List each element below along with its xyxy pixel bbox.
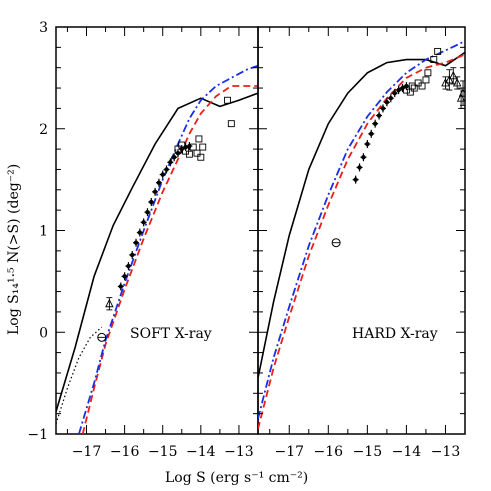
soft-series-4-point-5: [136, 228, 143, 237]
soft-xtick-label-1: −16: [110, 444, 140, 460]
hard-series-0-solid-black-line: [258, 51, 465, 379]
hard-panel-ticks: −17 −16 −15 −14 −13: [258, 26, 466, 460]
hard-series-4-square-0: [402, 86, 410, 94]
x-axis-label: Log S (erg s⁻¹ cm⁻²): [165, 470, 308, 486]
soft-series-5-square-8: [199, 143, 207, 151]
soft-series-4-point-8: [148, 198, 155, 207]
hard-series-3-point-9: [387, 94, 394, 103]
hard-series-4-square-3: [410, 84, 418, 92]
soft-series-5-square-3: [185, 150, 193, 158]
soft-ytick-label-4: 3: [39, 20, 48, 36]
soft-series-4-point-4: [133, 238, 140, 247]
soft-xtick-label-0: −17: [72, 444, 102, 460]
hard-series-3-point-5: [372, 119, 379, 128]
hard-xtick-label-3: −14: [392, 444, 422, 460]
soft-series-5-square-1: [178, 141, 186, 149]
hard-xtick-label-1: −16: [314, 444, 344, 460]
y-axis-label: Log S₁₄¹·⁵ N(>S) (deg⁻²): [6, 164, 22, 335]
soft-xtick-label-4: −13: [224, 444, 254, 460]
soft-series-4-point-14: [171, 153, 178, 162]
soft-ytick-label-1: 0: [39, 325, 48, 341]
hard-panel-marks: [258, 40, 465, 430]
soft-series-4-point-9: [152, 187, 159, 196]
hard-series-2-dashdot-blue-line: [258, 40, 465, 419]
soft-series-5-square-6: [195, 135, 203, 143]
soft-series-5-square-10: [227, 120, 235, 128]
soft-series-6-circle-0: [97, 332, 107, 342]
soft-series-4-point-10: [155, 178, 162, 187]
hard-series-4-square-2: [408, 82, 416, 90]
hard-panel-title: HARD X-ray: [352, 326, 438, 342]
hard-series-5-triangle-2: [449, 67, 458, 85]
hard-series-1-dashed-red-line: [258, 53, 465, 430]
soft-panel-title: SOFT X-ray: [130, 326, 212, 342]
soft-series-4-point-13: [167, 158, 174, 167]
hard-series-3-point-2: [360, 153, 367, 162]
hard-series-5-triangle-5: [458, 80, 465, 106]
hard-series-5-triangle-1: [445, 69, 454, 91]
soft-panel-ticks: −17 −16 −15 −14 −13 −1 0 1 2 3: [27, 20, 259, 460]
soft-series-5-square-9: [224, 96, 231, 104]
hard-series-4-square-1: [406, 88, 414, 96]
soft-series-1-dashed-red-line: [81, 85, 258, 434]
hard-series-4-square-7: [424, 69, 432, 77]
soft-series-4-point-6: [140, 218, 147, 227]
hard-panel: HARD X-ray −17 −16 −15 −14 −13: [257, 26, 466, 460]
soft-panel: SOFT X-ray −17 −16 −15 −14 −13 −1 0 1 2 3: [27, 20, 259, 460]
hard-series-4-square-6: [422, 76, 430, 84]
hard-xtick-label-0: −17: [274, 444, 304, 460]
soft-series-5-square-7: [197, 153, 205, 161]
soft-xtick-label-3: −14: [186, 444, 216, 460]
soft-ytick-label-3: 2: [39, 122, 48, 138]
hard-series-3-point-11: [395, 86, 402, 95]
hard-series-3-point-1: [356, 163, 363, 172]
hard-series-3-point-0: [352, 175, 359, 184]
hard-xtick-label-2: −15: [353, 444, 383, 460]
soft-series-3-dotted-black-line: [56, 326, 103, 424]
soft-series-5-square-5: [193, 149, 201, 157]
soft-xtick-label-2: −15: [148, 444, 178, 460]
hard-series-3-point-4: [368, 129, 375, 138]
soft-series-2-dashdot-blue-line: [78, 64, 258, 434]
soft-series-4-point-12: [163, 165, 170, 174]
hard-panel-frame: [257, 26, 466, 435]
hard-series-3-point-10: [391, 89, 398, 98]
soft-ytick-label-0: −1: [27, 427, 48, 443]
soft-series-4-point-3: [129, 250, 136, 259]
hard-series-4-square-5: [418, 82, 426, 90]
hard-series-3-point-6: [376, 111, 383, 120]
soft-series-5-square-0: [174, 145, 182, 153]
soft-series-4-point-7: [144, 208, 151, 217]
hard-series-6-circle-0: [331, 238, 341, 248]
soft-series-4-point-1: [121, 272, 128, 281]
hard-series-3-point-3: [364, 140, 371, 149]
soft-series-4-point-0: [117, 282, 124, 291]
hard-xtick-label-4: −13: [431, 444, 461, 460]
soft-series-0-solid-black-line: [56, 92, 258, 412]
soft-series-5-square-4: [189, 143, 197, 151]
soft-ytick-label-2: 1: [39, 224, 48, 240]
soft-series-4-point-11: [159, 170, 166, 179]
soft-series-7-triangle-0: [105, 297, 114, 311]
soft-panel-marks: [56, 64, 258, 434]
hard-series-3-point-8: [383, 98, 390, 107]
soft-series-4-point-18: [186, 142, 193, 151]
hard-series-4-square-9: [434, 47, 442, 55]
soft-series-4-point-2: [125, 262, 132, 271]
hard-series-5-triangle-3: [452, 76, 462, 90]
hard-series-3-point-7: [379, 104, 386, 113]
hard-series-4-square-8: [430, 56, 438, 64]
